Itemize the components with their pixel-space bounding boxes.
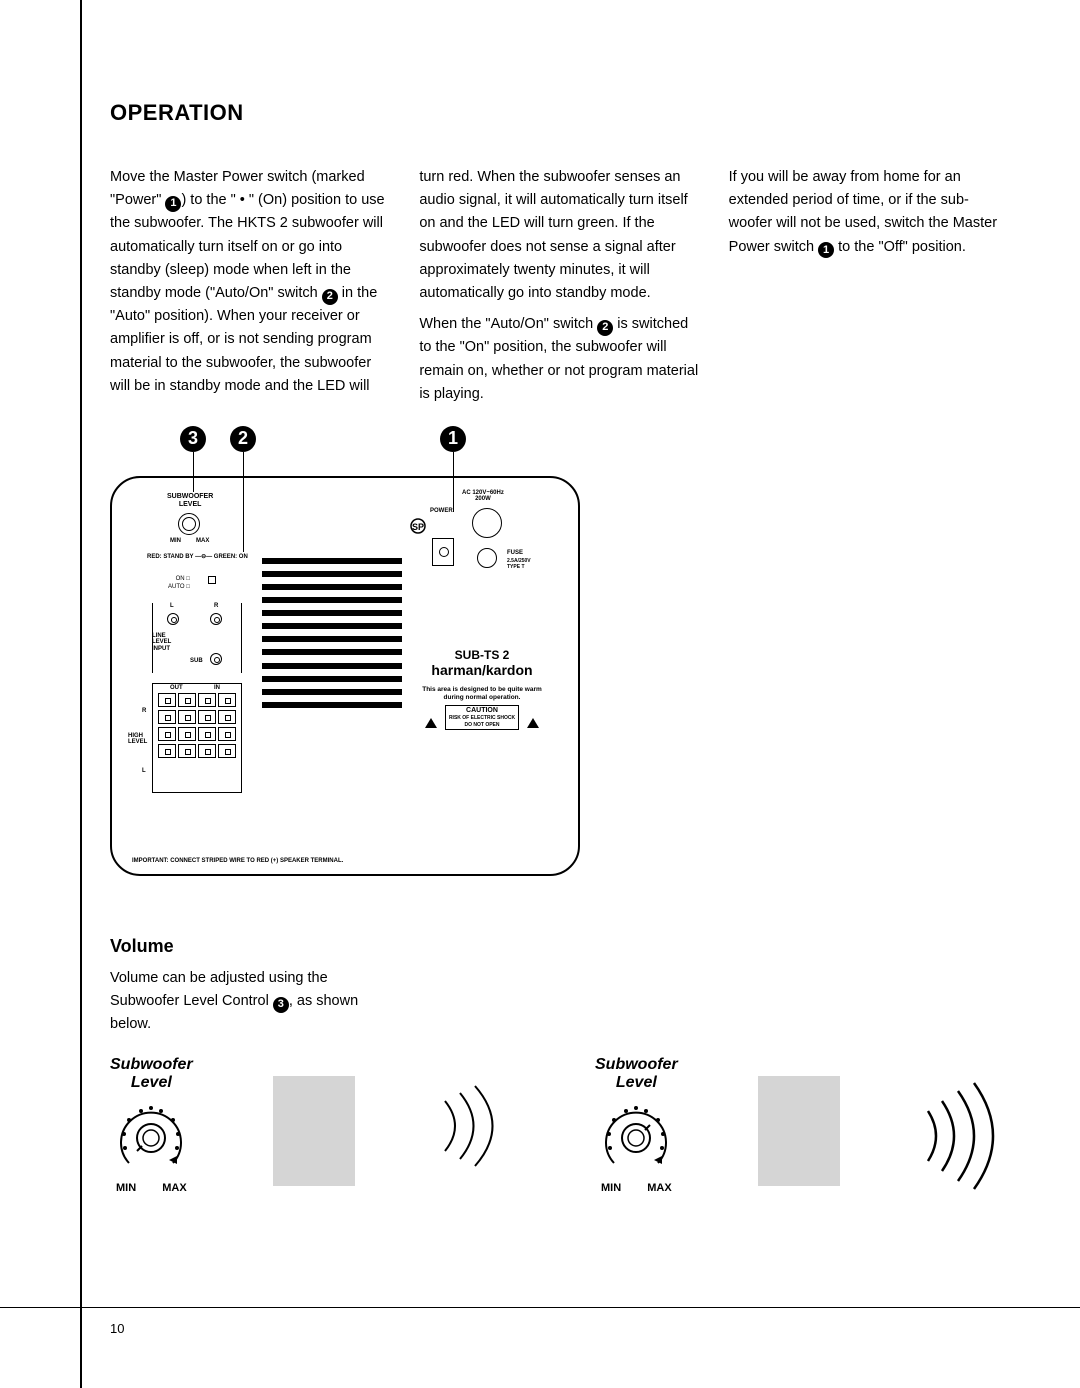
label-power: POWER bbox=[430, 508, 453, 514]
column-2: turn red. When the subwoofer senses an a… bbox=[419, 166, 700, 406]
label-r2: R bbox=[142, 708, 146, 714]
on-auto-labels: ON □ AUTO □ bbox=[168, 576, 190, 592]
rca-l-icon bbox=[167, 613, 179, 625]
max-2: MAX bbox=[647, 1182, 671, 1194]
page-content: OPERATION Move the Master Power switch (… bbox=[110, 100, 1010, 1196]
side-rule bbox=[80, 0, 82, 1388]
caution-box: CAUTION RISK OF ELECTRIC SHOCK DO NOT OP… bbox=[445, 705, 519, 730]
heatsink-icon bbox=[262, 558, 402, 708]
label-on: ON □ bbox=[176, 576, 190, 582]
knob-title-1: Subwoofer Level bbox=[110, 1056, 193, 1091]
label-min: MIN bbox=[170, 538, 181, 544]
brand-block: SUB-TS 2 harman/kardon This area is desi… bbox=[412, 648, 552, 732]
inline-ref-3: 3 bbox=[273, 997, 289, 1013]
label-l2: L bbox=[142, 768, 146, 774]
page-number: 10 bbox=[110, 1321, 124, 1336]
text-columns: Move the Master Power switch (marked "Po… bbox=[110, 166, 1010, 406]
knob-low: Subwoofer Level MIN MAX bbox=[110, 1056, 193, 1193]
warning-triangle-icon bbox=[425, 718, 437, 728]
label-auto: AUTO □ bbox=[168, 584, 190, 590]
label-r: R bbox=[214, 603, 218, 609]
sound-large-icon bbox=[920, 1081, 1010, 1196]
col2a-text: turn red. When the subwoofer senses an a… bbox=[419, 166, 700, 305]
minmax-2: MIN MAX bbox=[595, 1178, 678, 1194]
power-switch-icon bbox=[432, 538, 454, 566]
knob-low-icon bbox=[111, 1098, 191, 1178]
knob-title-2: Subwoofer Level bbox=[595, 1056, 678, 1091]
minmax-1: MIN MAX bbox=[110, 1178, 193, 1194]
knob-high: Subwoofer Level MIN MAX bbox=[595, 1056, 678, 1193]
listed-mark-icon: SP bbox=[410, 518, 426, 534]
label-high-level: HIGH LEVEL bbox=[128, 733, 147, 746]
fuse-icon bbox=[477, 548, 497, 568]
speaker-box-2 bbox=[758, 1076, 840, 1186]
col2b-text: When the "Auto/On" switch 2 is switched … bbox=[419, 313, 700, 406]
caution-row: CAUTION RISK OF ELECTRIC SHOCK DO NOT OP… bbox=[412, 701, 552, 731]
callout-row: 3 2 1 bbox=[110, 426, 1010, 476]
rca-sub-icon bbox=[210, 653, 222, 665]
label-sub: SUB bbox=[190, 658, 203, 664]
inline-ref-1b: 1 bbox=[818, 242, 834, 258]
callout-2: 2 bbox=[230, 426, 256, 452]
binding-posts bbox=[152, 693, 242, 761]
label-fuse: FUSE bbox=[507, 550, 523, 556]
column-1: Move the Master Power switch (marked "Po… bbox=[110, 166, 391, 406]
panel-footnote: IMPORTANT: CONNECT STRIPED WIRE TO RED (… bbox=[132, 858, 343, 864]
ac-inlet-icon bbox=[472, 508, 502, 538]
inline-ref-1: 1 bbox=[165, 196, 181, 212]
shock-triangle-icon bbox=[527, 718, 539, 728]
volume-heading: Volume bbox=[110, 936, 1010, 957]
caution-sub: RISK OF ELECTRIC SHOCK DO NOT OPEN bbox=[449, 715, 515, 728]
rear-panel-diagram: SUBWOOFER LEVEL MIN MAX RED: STAND BY —⊖… bbox=[110, 476, 580, 876]
model-text: SUB-TS 2 bbox=[412, 648, 552, 662]
column-3: If you will be away from home for an ext… bbox=[729, 166, 1010, 406]
label-max: MAX bbox=[196, 538, 209, 544]
knob-sublevel-icon bbox=[178, 513, 200, 535]
min-2: MIN bbox=[601, 1182, 621, 1194]
inline-ref-2: 2 bbox=[322, 289, 338, 305]
led-legend: RED: STAND BY —⊖— GREEN: ON bbox=[147, 553, 248, 560]
sound-small-icon bbox=[435, 1081, 515, 1176]
label-l: L bbox=[170, 603, 174, 609]
callout-3: 3 bbox=[180, 426, 206, 452]
auto-on-switch-icon bbox=[208, 576, 216, 584]
bottom-rule bbox=[0, 1307, 1080, 1309]
caution-label: CAUTION bbox=[466, 707, 498, 714]
col3-text: If you will be away from home for an ext… bbox=[729, 166, 1010, 259]
svg-text:SP: SP bbox=[412, 522, 424, 532]
max-1: MAX bbox=[162, 1182, 186, 1194]
label-fuse-spec: 2.5A/250V TYPE T bbox=[507, 558, 531, 570]
label-subwoofer-level: SUBWOOFER LEVEL bbox=[167, 493, 213, 508]
page-title: OPERATION bbox=[110, 100, 1010, 126]
warn-text: This area is designed to be quite warm d… bbox=[412, 686, 552, 702]
label-line-level: LINE LEVEL INPUT bbox=[152, 633, 171, 653]
knob-high-icon bbox=[596, 1098, 676, 1178]
volume-diagrams: Subwoofer Level MIN MAX bbox=[110, 1056, 1010, 1196]
label-ac: AC 120V~60Hz 200W bbox=[462, 490, 504, 502]
brand-text: harman/kardon bbox=[412, 662, 552, 678]
inline-ref-2b: 2 bbox=[597, 320, 613, 336]
speaker-box-1 bbox=[273, 1076, 355, 1186]
callout-1: 1 bbox=[440, 426, 466, 452]
volume-section: Volume Volume can be adjusted using the … bbox=[110, 936, 1010, 1197]
label-in: IN bbox=[214, 685, 220, 691]
min-1: MIN bbox=[116, 1182, 136, 1194]
col1-text: Move the Master Power switch (marked "Po… bbox=[110, 166, 391, 398]
label-out: OUT bbox=[170, 685, 183, 691]
volume-text: Volume can be adjusted using the Subwoof… bbox=[110, 967, 390, 1037]
rca-r-icon bbox=[210, 613, 222, 625]
